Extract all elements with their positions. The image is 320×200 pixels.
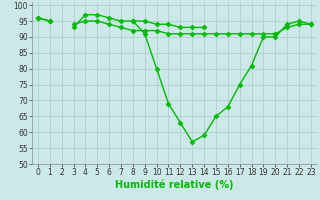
X-axis label: Humidité relative (%): Humidité relative (%)	[115, 180, 234, 190]
